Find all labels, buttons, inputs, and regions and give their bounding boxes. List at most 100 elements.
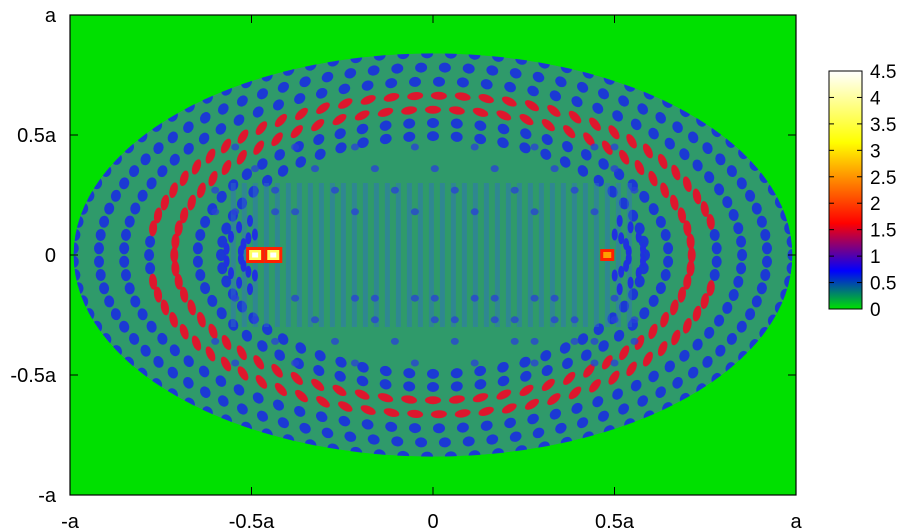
interior-blob — [630, 186, 639, 194]
blue-blob — [462, 63, 475, 74]
hotspot-arc-blob — [635, 230, 642, 243]
interior-blob — [291, 208, 300, 216]
hotspot-arc-blob — [223, 242, 230, 255]
red-blob — [448, 395, 465, 404]
interior-blob — [530, 208, 539, 216]
red-blob — [255, 375, 268, 389]
red-blob — [692, 305, 702, 322]
blue-blob — [110, 189, 121, 202]
interior-blob — [410, 143, 419, 151]
blue-blob — [715, 344, 726, 357]
interior-blob — [450, 316, 459, 324]
interior-blob — [570, 316, 579, 324]
red-blob — [660, 182, 670, 199]
blue-blob — [192, 255, 203, 268]
blue-blob — [519, 142, 531, 154]
blue-blob — [299, 422, 311, 434]
interior-blob — [251, 165, 260, 173]
blue-blob — [592, 102, 604, 114]
blue-blob — [497, 362, 509, 373]
blue-blob — [144, 249, 155, 261]
blue-blob — [124, 215, 135, 228]
red-blob — [255, 121, 268, 135]
colorbar-tick-label: 1 — [870, 247, 881, 268]
blue-blob — [367, 65, 380, 76]
blue-blob — [335, 356, 347, 368]
y-tick-label: a — [45, 5, 57, 27]
red-blob — [671, 329, 681, 346]
blue-blob — [403, 368, 416, 379]
interference-pattern — [73, 53, 793, 457]
red-blob — [692, 188, 702, 205]
interior-blob — [530, 337, 539, 345]
interior-stripe — [538, 183, 544, 327]
hotspot-arc-blob — [245, 265, 252, 278]
blue-blob — [736, 262, 747, 275]
blue-blob — [480, 79, 493, 90]
blue-blob — [555, 76, 567, 88]
interior-blob — [550, 165, 559, 173]
blue-blob — [140, 344, 151, 357]
blue-blob — [509, 431, 522, 442]
blue-blob — [630, 118, 642, 131]
interior-blob — [211, 337, 220, 345]
red-blob — [208, 323, 218, 340]
interior-stripe — [307, 183, 313, 327]
blue-blob — [195, 269, 206, 281]
blue-blob — [702, 142, 713, 154]
hotspot-arc-blob — [640, 255, 646, 268]
blue-blob — [391, 436, 404, 447]
red-blob — [448, 106, 465, 115]
blue-blob — [427, 382, 439, 392]
blue-blob — [733, 275, 744, 288]
blue-blob — [379, 365, 392, 377]
red-blob — [589, 379, 601, 393]
red-blob — [338, 401, 353, 412]
red-blob — [170, 247, 179, 263]
blue-blob — [167, 366, 178, 379]
red-blob — [174, 273, 183, 290]
blue-blob — [145, 235, 156, 248]
blue-blob — [541, 364, 553, 377]
blue-blob — [715, 153, 726, 166]
interior-blob — [490, 165, 499, 173]
blue-blob — [787, 249, 793, 261]
red-blob — [682, 318, 692, 334]
red-blob — [670, 299, 679, 316]
blue-blob — [215, 375, 227, 387]
red-blob — [677, 286, 687, 303]
blue-blob — [356, 123, 369, 135]
red-blob — [524, 398, 540, 410]
blue-blob — [630, 379, 642, 392]
blue-blob — [367, 434, 380, 445]
blue-blob — [672, 121, 683, 133]
red-blob — [547, 104, 561, 117]
interior-blob — [291, 143, 300, 151]
hotspot-arc-blob — [616, 283, 623, 296]
blue-blob — [555, 422, 567, 434]
red-blob — [290, 125, 303, 139]
hotspot-arc-blob — [611, 269, 618, 282]
hotspot-peak — [270, 252, 277, 258]
red-blob — [160, 194, 170, 211]
blue-blob — [241, 168, 253, 181]
blue-blob — [257, 158, 268, 170]
interior-blob — [390, 337, 399, 345]
red-blob — [648, 170, 658, 187]
blue-blob — [577, 165, 589, 177]
blue-blob — [207, 294, 218, 307]
interior-stripe — [571, 183, 577, 327]
colorbar-tick-label: 3 — [870, 141, 881, 162]
blue-blob — [241, 329, 253, 342]
red-blob — [274, 382, 287, 397]
blue-blob — [504, 81, 516, 93]
interior-stripe — [549, 183, 555, 327]
red-blob — [179, 207, 189, 224]
blue-blob — [541, 133, 553, 146]
blue-blob — [415, 62, 428, 73]
interior-stripe — [527, 183, 533, 327]
blue-blob — [104, 295, 115, 308]
blue-blob — [736, 177, 747, 190]
interior-stripe — [461, 183, 467, 327]
red-blob — [472, 107, 489, 117]
